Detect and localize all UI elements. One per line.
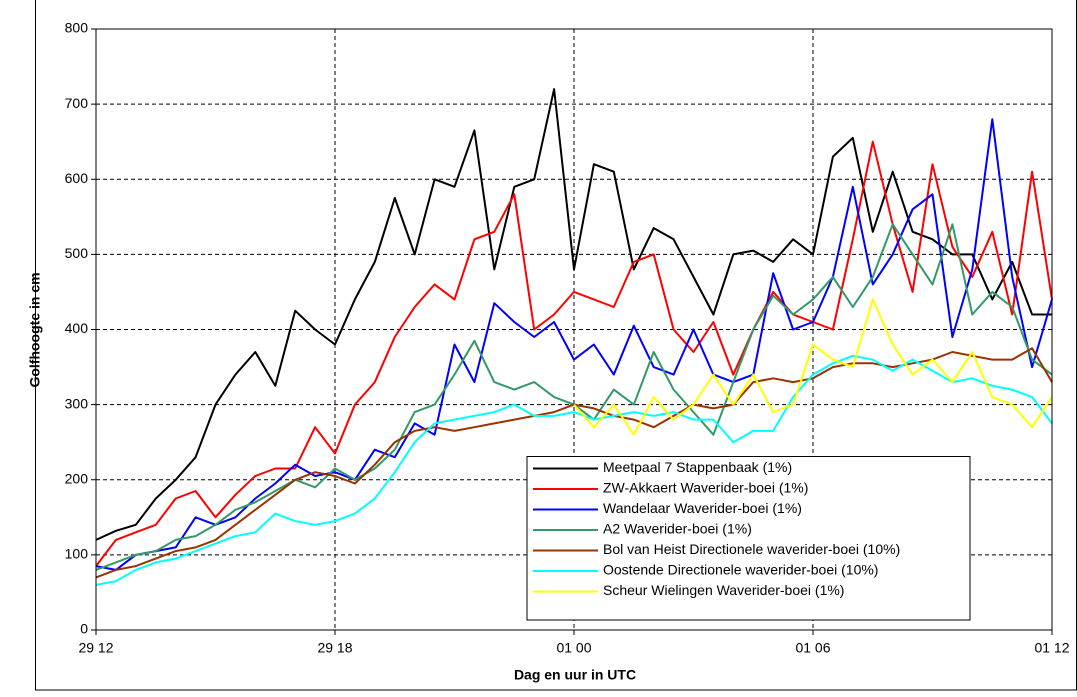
plot-frame <box>95 28 1053 631</box>
y-tick-label: 500 <box>65 245 89 261</box>
legend-label: ZW-Akkaert Waverider-boei (1%) <box>603 480 808 496</box>
y-tick-label: 300 <box>65 395 89 411</box>
legend-label: Meetpaal 7 Stappenbaak (1%) <box>603 459 792 475</box>
y-tick-label: 0 <box>80 621 88 637</box>
x-axis-title: Dag en uur in UTC <box>514 667 636 683</box>
x-tick-label: 01 06 <box>795 640 830 656</box>
series-line <box>95 88 1052 541</box>
y-tick-label: 400 <box>65 320 89 336</box>
x-tick-label: 29 12 <box>78 640 113 656</box>
y-axis-title: Golfhoogte in cm <box>27 272 43 387</box>
x-tick-label: 01 00 <box>556 640 591 656</box>
legend-label: Scheur Wielingen Waverider-boei (1%) <box>603 582 844 598</box>
legend-label: Wandelaar Waverider-boei (1%) <box>603 500 802 516</box>
series-line <box>573 298 1053 436</box>
y-tick-label: 100 <box>65 546 89 562</box>
legend-label: A2 Waverider-boei (1%) <box>603 521 752 537</box>
x-tick-label: 01 12 <box>1034 640 1069 656</box>
legend-label: Bol van Heist Directionele waverider-boe… <box>603 541 900 557</box>
y-tick-label: 200 <box>65 470 89 486</box>
y-tick-label: 700 <box>65 95 89 111</box>
legend-box <box>526 456 971 621</box>
legend-label: Oostende Directionele waverider-boei (10… <box>603 562 878 578</box>
series-line <box>95 118 1053 571</box>
y-tick-label: 600 <box>65 170 89 186</box>
x-tick-label: 29 18 <box>317 640 352 656</box>
y-tick-label: 800 <box>65 20 89 36</box>
series-line <box>95 354 1053 586</box>
